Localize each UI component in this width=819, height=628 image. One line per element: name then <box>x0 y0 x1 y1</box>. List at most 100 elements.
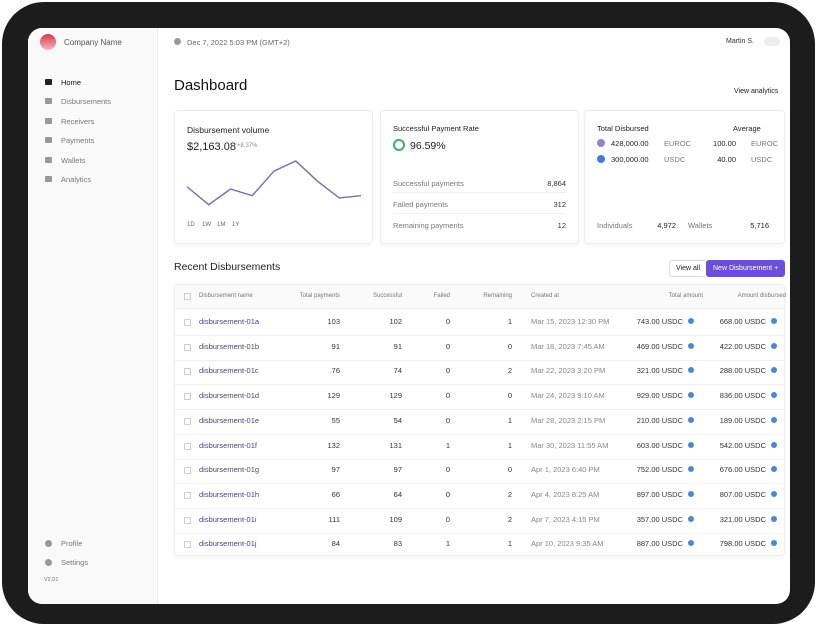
cell: 64 <box>393 489 402 499</box>
checkbox[interactable] <box>184 541 191 549</box>
volume-card: Disbursement volume $2,163.08 +8.37% 1D 1… <box>174 110 373 244</box>
table-row: disbursement-01h 66 64 0 2 Apr 4, 2023 8:25 A… <box>175 488 784 509</box>
checkbox[interactable] <box>184 393 191 401</box>
cell: 66 <box>331 489 340 499</box>
cell: 129 <box>327 391 340 401</box>
nav-icon <box>45 176 52 182</box>
checkbox[interactable] <box>184 319 191 326</box>
disbursement-link[interactable]: disbursement-01j <box>199 539 257 549</box>
datetime: Dec 7, 2022 5:03 PM (GMT+2) <box>187 38 290 47</box>
disbursement-link[interactable]: disbursement-01h <box>199 489 260 499</box>
rate-ring <box>393 139 405 151</box>
volume-change: +8.37% <box>237 143 258 149</box>
footer-value: 4,972 <box>657 221 676 230</box>
cell: Apr 10, 2023 9:35 AM <box>531 539 604 549</box>
usdc-icon <box>771 318 777 324</box>
cell: 357.00 USDC <box>636 514 683 524</box>
cell: 1 <box>445 440 450 450</box>
disbursement-link[interactable]: disbursement-01d <box>199 391 260 401</box>
disbursement-link[interactable]: disbursement-01c <box>199 366 259 376</box>
view-all-button[interactable]: View all <box>669 260 707 277</box>
cell: 54 <box>393 415 402 425</box>
checkbox[interactable] <box>184 467 191 475</box>
usdc-icon <box>771 367 777 374</box>
checkbox[interactable] <box>184 417 191 425</box>
cell: 0 <box>445 415 450 425</box>
table-row: disbursement-01c 76 74 0 2 Mar 22, 2023 3:20 … <box>175 364 784 386</box>
checkbox[interactable] <box>184 343 191 351</box>
checkbox[interactable] <box>184 491 191 499</box>
cell: 111 <box>328 514 340 524</box>
view-analytics[interactable]: View analytics <box>734 88 779 95</box>
nav-icon <box>45 137 52 144</box>
nav-item[interactable]: Wallets <box>61 155 86 165</box>
nav-item[interactable]: Analytics <box>61 175 92 184</box>
disbursement-link[interactable]: disbursement-01b <box>199 341 260 351</box>
average-asset: USDC <box>751 155 773 164</box>
stat-value: 312 <box>553 200 566 209</box>
range-button[interactable]: 1W <box>202 222 211 228</box>
table-row: disbursement-01d 129 129 0 0 Mar 24, 2023 9:1… <box>175 389 784 411</box>
cell: 676.00 USDC <box>719 465 766 475</box>
checkbox[interactable] <box>184 293 191 300</box>
table-row: disbursement-01b 91 91 0 0 Mar 18, 2023 7:45 … <box>175 340 784 361</box>
card-title: Successful Payment Rate <box>393 124 479 133</box>
usdc-icon <box>688 367 694 374</box>
column-header: Failed <box>433 293 450 299</box>
usdc-icon <box>688 466 694 473</box>
table-header: Disbursement name Total payments Successfu… <box>175 285 786 309</box>
usdc-icon <box>771 416 777 423</box>
average: 100.00 <box>713 139 736 148</box>
checkbox[interactable] <box>184 516 191 524</box>
toggle[interactable] <box>764 37 780 46</box>
column-header: Amount disbursed <box>737 293 786 299</box>
nav-icon <box>45 559 52 567</box>
cell: 109 <box>389 514 402 524</box>
usdc-icon <box>688 441 694 448</box>
cell: 321.00 USDC <box>636 366 683 376</box>
cell: 91 <box>331 341 340 351</box>
card-title: Total Disbursed <box>597 124 649 133</box>
new-disbursement-button[interactable]: New Disbursement + <box>706 260 786 277</box>
nav-icon <box>45 156 52 163</box>
usdc-icon <box>771 342 777 349</box>
nav-item[interactable]: Receivers <box>61 116 95 126</box>
disbursement-link[interactable]: disbursement-01e <box>199 415 260 425</box>
range-button[interactable]: 1Y <box>232 222 240 228</box>
average-title: Average <box>733 124 761 133</box>
range-button[interactable]: 1D <box>187 222 195 228</box>
column-header: Disbursement name <box>199 293 253 299</box>
cell: Mar 30, 2023 11:55 AM <box>531 440 609 450</box>
asset: EUROC <box>664 139 692 148</box>
usdc-icon <box>688 540 694 547</box>
disbursement-link[interactable]: disbursement-01g <box>199 465 260 475</box>
cell: 668.00 USDC <box>719 317 766 326</box>
logo <box>40 34 56 50</box>
disbursement-link[interactable]: disbursement-01i <box>199 514 257 524</box>
nav-item[interactable]: Payments <box>61 136 95 146</box>
amount: 428,000.00 <box>611 139 649 148</box>
table-row: disbursement-01i 111 109 0 2 Apr 7, 2023 4:15… <box>175 513 784 534</box>
cell: 1 <box>507 415 512 425</box>
volume-amount: $2,163.08 <box>187 141 236 153</box>
usdc-icon <box>688 318 694 324</box>
disbursement-link[interactable]: disbursement-01a <box>199 317 260 326</box>
nav-item[interactable]: Settings <box>61 558 89 568</box>
cell: 752.00 USDC <box>636 465 683 475</box>
checkbox[interactable] <box>184 368 191 376</box>
asset-icon <box>597 139 605 147</box>
nav-item[interactable]: Disbursements <box>61 97 112 107</box>
checkbox[interactable] <box>184 442 191 450</box>
nav-item[interactable]: Home <box>61 78 82 87</box>
cell: 0 <box>507 341 512 351</box>
user-name[interactable]: Martin S. <box>726 38 755 45</box>
disbursement-link[interactable]: disbursement-01f <box>199 440 257 450</box>
nav-item[interactable]: Profile <box>61 539 83 548</box>
range-button[interactable]: 1M <box>217 222 226 228</box>
company-name: Company Name <box>64 38 122 47</box>
cell: 321.00 USDC <box>719 514 766 524</box>
cell: 0 <box>445 489 450 499</box>
cell: 897.00 USDC <box>636 489 683 499</box>
nav-icon <box>45 79 52 85</box>
page-title: Dashboard <box>174 77 248 94</box>
